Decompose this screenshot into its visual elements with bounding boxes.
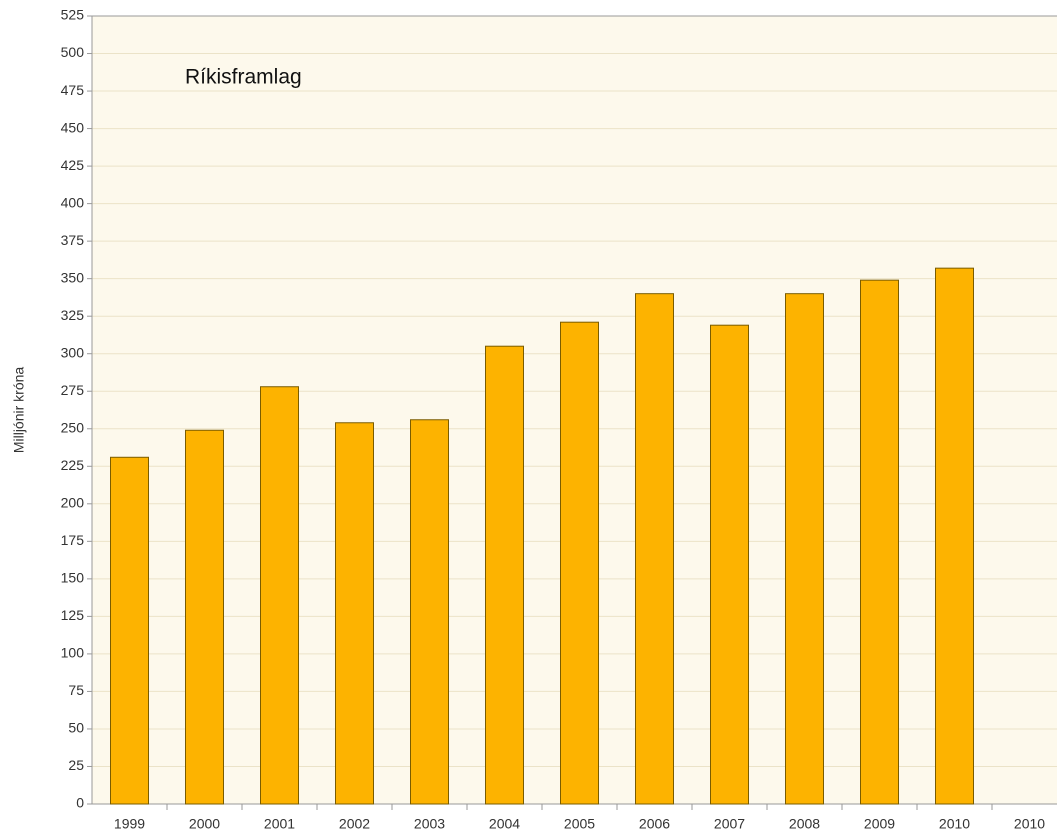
y-tick-label: 375 (61, 232, 85, 248)
y-tick-label: 250 (61, 419, 85, 435)
y-tick-label: 300 (61, 344, 85, 360)
x-tick-label: 2008 (789, 816, 820, 832)
bar (485, 345, 524, 805)
y-tick-label: 475 (61, 82, 85, 98)
bar (935, 267, 974, 805)
x-tick-label: 2009 (864, 816, 895, 832)
y-tick-label: 325 (61, 307, 85, 323)
x-tick-label: 2006 (639, 816, 670, 832)
x-tick-label: 2005 (564, 816, 595, 832)
bar (260, 386, 299, 805)
bar (560, 321, 599, 805)
bar (185, 429, 224, 805)
y-tick-label: 500 (61, 44, 85, 60)
y-tick-label: 200 (61, 495, 85, 511)
y-tick-label: 0 (76, 795, 84, 811)
y-tick-label: 75 (68, 682, 84, 698)
y-axis-label: Milljónir króna (11, 367, 27, 454)
x-tick-label: 2010 (1014, 816, 1045, 832)
x-tick-label: 1999 (114, 816, 145, 832)
bar (785, 293, 824, 805)
y-tick-label: 525 (61, 7, 85, 23)
bar (710, 324, 749, 805)
y-tick-label: 225 (61, 457, 85, 473)
x-tick-label: 2010 (939, 816, 970, 832)
y-tick-label: 150 (61, 570, 85, 586)
chart-title: Ríkisframlag (185, 66, 302, 89)
bar (635, 293, 674, 805)
y-tick-label: 25 (68, 757, 84, 773)
x-tick-label: 2002 (339, 816, 370, 832)
x-tick-label: 2001 (264, 816, 295, 832)
bar (410, 419, 449, 805)
x-tick-label: 2004 (489, 816, 520, 832)
bar (860, 279, 899, 805)
y-tick-label: 175 (61, 532, 85, 548)
x-tick-label: 2000 (189, 816, 220, 832)
y-tick-label: 125 (61, 607, 85, 623)
bar (335, 422, 374, 805)
bar (110, 456, 149, 805)
x-tick-label: 2007 (714, 816, 745, 832)
y-tick-label: 275 (61, 382, 85, 398)
y-tick-label: 350 (61, 269, 85, 285)
x-tick-label: 2003 (414, 816, 445, 832)
y-tick-label: 450 (61, 119, 85, 135)
y-tick-label: 425 (61, 157, 85, 173)
y-tick-label: 50 (68, 720, 84, 736)
y-tick-label: 100 (61, 645, 85, 661)
y-tick-label: 400 (61, 194, 85, 210)
